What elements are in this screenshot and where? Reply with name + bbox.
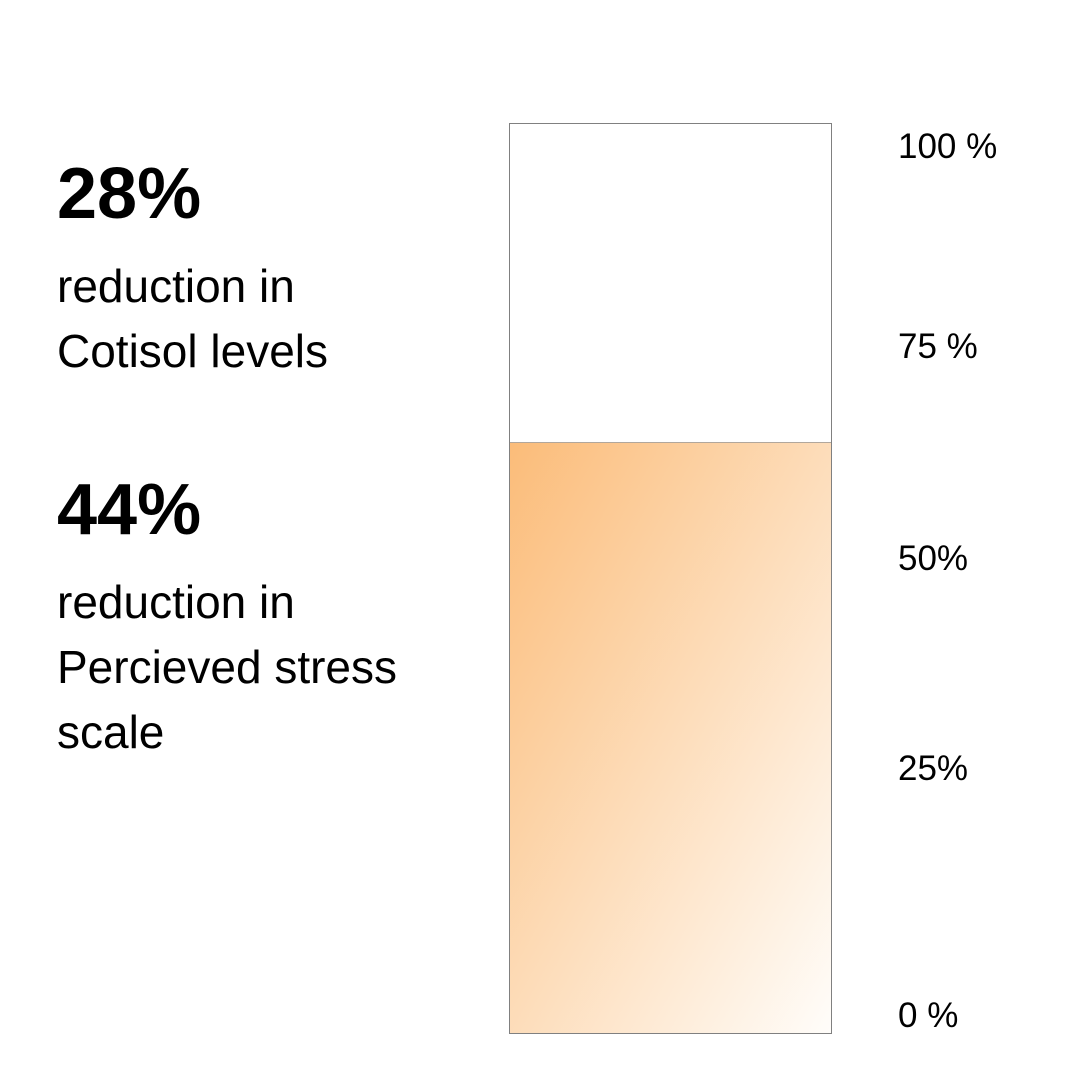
stat-cortisol-value: 28% xyxy=(57,154,202,234)
y-tick-25: 25% xyxy=(898,749,969,788)
bar-fill xyxy=(510,442,831,1033)
y-tick-50: 50% xyxy=(898,539,969,578)
y-tick-100: 100 % xyxy=(898,127,998,166)
stat-perceived-stress-desc: reduction in Percieved stress scale xyxy=(57,570,457,765)
stat-perceived-stress-desc-line-2: Percieved stress xyxy=(57,641,398,693)
stats-panel: 28% reduction in Cotisol levels 44% redu… xyxy=(57,158,457,765)
bar-track xyxy=(509,123,832,1034)
stat-perceived-stress-value: 44% xyxy=(57,470,202,550)
stat-cortisol: 28% reduction in Cotisol levels xyxy=(57,158,457,384)
y-tick-75: 75 % xyxy=(898,327,978,366)
stat-cortisol-desc-line-2: Cotisol levels xyxy=(57,325,328,377)
stat-cortisol-desc: reduction in Cotisol levels xyxy=(57,254,457,384)
stat-perceived-stress-desc-line-3: scale xyxy=(57,706,165,758)
stat-cortisol-desc-line-1: reduction in xyxy=(57,260,295,312)
stat-perceived-stress-desc-line-1: reduction in xyxy=(57,576,295,628)
stat-perceived-stress: 44% reduction in Percieved stress scale xyxy=(57,474,457,765)
y-tick-0: 0 % xyxy=(898,996,959,1035)
